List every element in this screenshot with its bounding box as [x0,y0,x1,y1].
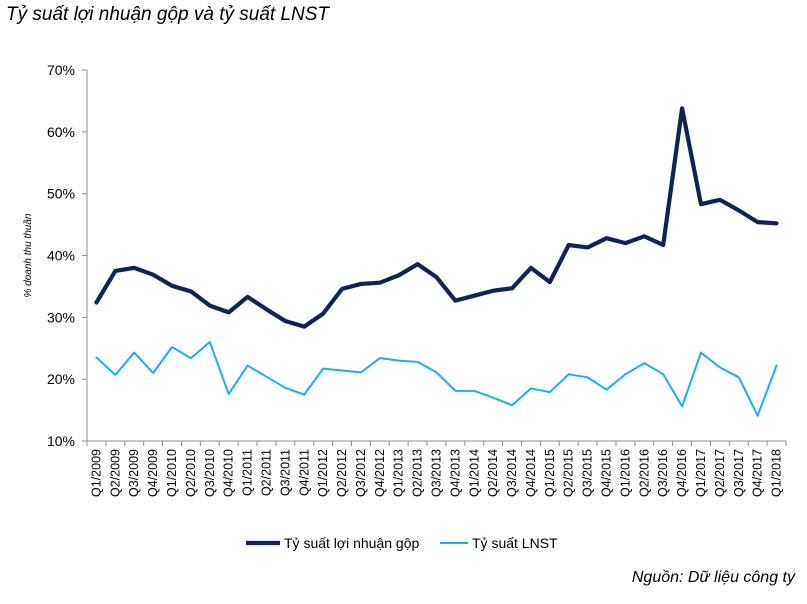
legend-label-1: Tỷ suất lợi nhuận gộp [284,535,419,551]
series-group [94,106,779,417]
x-tick-label: Q3/2009 [127,449,141,497]
x-tick-label: Q4/2015 [600,449,614,497]
y-tick-label: 60% [47,124,75,140]
x-tick-label: Q3/2010 [203,449,217,497]
x-tick-label: Q2/2010 [184,449,198,497]
y-axis-label: % doanh thu thuần [22,213,34,297]
x-tick-label: Q1/2012 [316,449,330,497]
x-tick-label: Q1/2017 [694,449,708,497]
series-line-2 [95,341,778,417]
legend: Tỷ suất lợi nhuận gộp Tỷ suất LNST [246,535,558,551]
x-tick-label: Q2/2009 [108,449,122,497]
x-tick-label: Q3/2015 [581,449,595,497]
y-axis-label-group: % doanh thu thuần [22,213,34,297]
x-tick-label: Q2/2013 [411,449,425,497]
x-tick-label: Q3/2014 [505,449,519,497]
x-tick-label: Q4/2009 [146,449,160,497]
x-tick-label: Q4/2014 [524,449,538,497]
legend-label-2: Tỷ suất LNST [472,535,558,551]
y-tick-label: 10% [47,433,75,449]
x-tick-label: Q1/2015 [543,449,557,497]
x-tick-label: Q3/2017 [732,449,746,497]
x-tick-label: Q1/2013 [392,449,406,497]
x-tick-label: Q1/2009 [89,449,103,497]
x-tick-label: Q4/2016 [675,449,689,497]
x-tick-label: Q1/2010 [165,449,179,497]
x-tick-label: Q2/2012 [335,449,349,497]
x-tick-label: Q3/2016 [656,449,670,497]
x-tick-label: Q1/2011 [241,449,255,496]
y-tick-label: 30% [47,309,75,325]
x-tick-label: Q1/2018 [770,449,784,497]
chart-axes: 10% 20% 30% 40% 50% 60% 70% Q1/2009 Q2/2009 Q3/20… [47,62,787,497]
y-tick-label: 70% [47,62,75,78]
chart-title: Tỷ suất lợi nhuận gộp và tỷ suất LNST [6,4,330,25]
x-tick-label: Q4/2012 [373,449,387,497]
x-tick-label: Q1/2014 [467,449,481,497]
source-note: Nguồn: Dữ liệu công ty [631,569,795,586]
x-tick-label: Q2/2017 [713,449,727,497]
x-tick-label: Q4/2011 [297,449,311,496]
x-tick-label: Q4/2013 [448,449,462,497]
x-tick-label: Q4/2017 [751,449,765,497]
x-tick-label: Q2/2015 [562,449,576,497]
x-tick-label: Q2/2011 [259,449,273,496]
y-tick-label: 20% [47,371,75,387]
x-tick-label: Q3/2011 [278,449,292,496]
y-tick-label: 40% [47,248,75,264]
x-tick-label: Q4/2010 [222,449,236,497]
y-tick-label: 50% [47,186,75,202]
x-tick-label: Q1/2016 [618,449,632,497]
x-tick-label: Q2/2014 [486,449,500,497]
series-line-1 [94,106,779,329]
x-tick-label: Q3/2012 [354,449,368,497]
x-tick-label: Q3/2013 [430,449,444,497]
x-tick-label: Q2/2016 [637,449,651,497]
